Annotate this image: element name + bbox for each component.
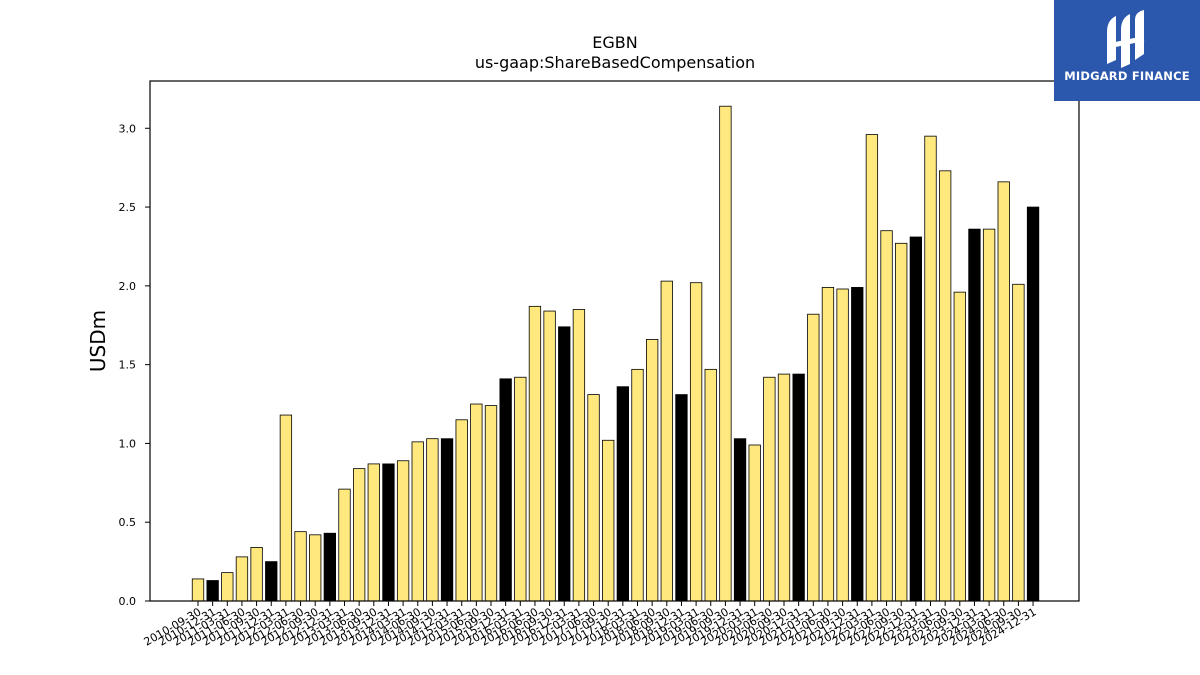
bar-2023-06-30 bbox=[939, 170, 952, 602]
bar-2013-06-30 bbox=[352, 468, 366, 602]
y-tick-label: 1.5 bbox=[119, 359, 137, 372]
brand-logo: MIDGARD FINANCE bbox=[1054, 0, 1200, 101]
bar-2022-09-30 bbox=[895, 242, 908, 602]
bar-2024-12-31 bbox=[1026, 206, 1040, 602]
bar-2019-06-30 bbox=[704, 368, 717, 602]
bar-group bbox=[191, 105, 1040, 602]
y-tick-label: 2.5 bbox=[119, 201, 137, 214]
bar-2010-12-31 bbox=[206, 580, 219, 602]
y-tick-label: 3.0 bbox=[119, 122, 137, 135]
y-tick-label: 1.0 bbox=[119, 437, 137, 450]
bar-2020-12-31 bbox=[792, 373, 805, 602]
bar-2018-12-31 bbox=[675, 394, 688, 602]
bar-2015-06-30 bbox=[470, 403, 483, 602]
bar-2020-09-30 bbox=[777, 373, 791, 602]
bar-2016-09-30 bbox=[543, 310, 556, 602]
bar-2015-03-31 bbox=[455, 419, 468, 602]
bar-2016-06-30 bbox=[528, 305, 542, 602]
bar-2019-09-30 bbox=[719, 105, 732, 602]
midgard-logo-icon bbox=[1106, 10, 1145, 68]
bar-2015-12-31 bbox=[499, 378, 512, 602]
bar-2024-06-30 bbox=[997, 181, 1010, 602]
bar-2013-12-31 bbox=[382, 463, 395, 602]
bar-2013-09-30 bbox=[367, 463, 380, 602]
bar-2011-12-31 bbox=[265, 561, 278, 602]
chart-title: EGBN bbox=[592, 33, 637, 52]
bar-2018-03-31 bbox=[631, 368, 644, 602]
bar-2014-06-30 bbox=[411, 441, 424, 602]
y-tick-label: 2.0 bbox=[119, 280, 137, 293]
bar-2019-03-31 bbox=[689, 282, 703, 602]
bar-2014-12-31 bbox=[440, 438, 454, 602]
bar-2018-06-30 bbox=[646, 339, 659, 602]
bar-2024-03-31 bbox=[982, 228, 996, 602]
y-axis-ticks: 0.0 0.5 1.0 1.5 2.0 2.5 3.0 bbox=[119, 122, 150, 608]
bar-2024-09-30 bbox=[1012, 283, 1025, 602]
bar-2023-12-31 bbox=[968, 228, 981, 602]
bar-2014-03-31 bbox=[396, 460, 410, 602]
bar-2012-12-31 bbox=[323, 532, 337, 602]
bar-2021-03-31 bbox=[807, 313, 820, 602]
bar-2011-03-31 bbox=[221, 572, 234, 602]
bar-2021-09-30 bbox=[836, 288, 849, 602]
bar-2021-12-31 bbox=[851, 287, 864, 602]
bar-2012-06-30 bbox=[294, 531, 307, 602]
bar-2017-03-31 bbox=[572, 309, 586, 602]
bar-2022-06-30 bbox=[880, 230, 893, 602]
bar-2016-03-31 bbox=[514, 376, 527, 602]
bar-2020-03-31 bbox=[748, 444, 761, 602]
bar-2016-12-31 bbox=[558, 326, 571, 602]
bar-2013-03-31 bbox=[338, 488, 351, 602]
bar-2023-09-30 bbox=[953, 291, 966, 602]
bar-2015-09-30 bbox=[484, 405, 498, 602]
bar-2012-09-30 bbox=[309, 534, 322, 602]
brand-name: MIDGARD FINANCE bbox=[1064, 69, 1190, 83]
bar-2022-12-31 bbox=[909, 236, 922, 602]
x-axis-ticks: 2010-09-302010-12-312011-03-312011-06-30… bbox=[142, 601, 1039, 649]
bar-2023-03-31 bbox=[924, 135, 937, 602]
y-axis-label: USDm bbox=[86, 310, 110, 372]
plot-frame bbox=[149, 80, 1080, 602]
bar-2012-03-31 bbox=[279, 414, 293, 602]
bar-2014-09-30 bbox=[426, 438, 439, 602]
bar-2017-06-30 bbox=[587, 394, 600, 602]
y-tick-label: 0.0 bbox=[119, 595, 137, 608]
bar-2020-06-30 bbox=[763, 376, 776, 602]
bar-2017-12-31 bbox=[616, 386, 629, 602]
bar-2017-09-30 bbox=[602, 439, 615, 602]
bar-2011-09-30 bbox=[250, 547, 263, 602]
chart-subtitle: us-gaap:ShareBasedCompensation bbox=[475, 53, 755, 72]
bar-2010-09-30 bbox=[191, 578, 205, 602]
bar-2011-06-30 bbox=[235, 556, 249, 602]
bar-2019-12-31 bbox=[733, 438, 747, 602]
bar-2021-06-30 bbox=[821, 287, 835, 602]
y-tick-label: 0.5 bbox=[119, 516, 137, 529]
bar-2022-03-31 bbox=[865, 134, 879, 602]
bar-2018-09-30 bbox=[660, 280, 673, 602]
